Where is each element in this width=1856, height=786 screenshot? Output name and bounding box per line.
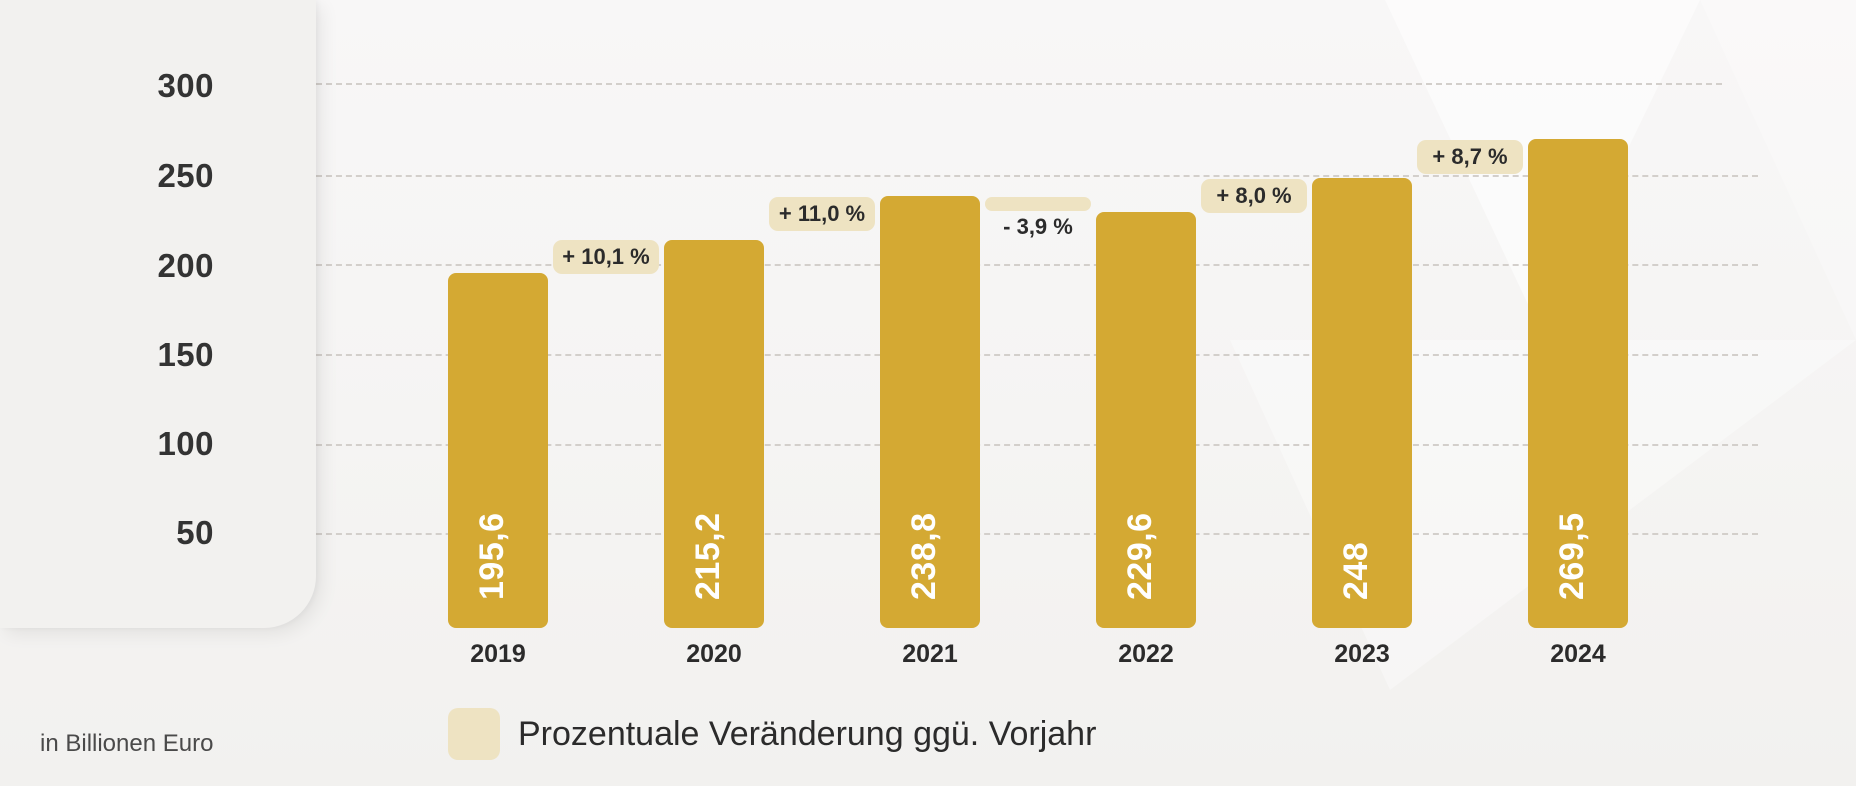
bar-2022: 229,6 — [1096, 212, 1196, 628]
x-label-2021: 2021 — [902, 640, 958, 668]
y-tick-50: 50 — [176, 514, 214, 551]
y-tick-250: 250 — [157, 157, 214, 194]
gridline-200 — [316, 264, 1758, 266]
legend-swatch — [448, 708, 500, 760]
gridline-150 — [316, 354, 1758, 356]
change-badge-2020: + 10,1 % — [553, 240, 659, 274]
legend-label: Prozentuale Veränderung ggü. Vorjahr — [518, 714, 1097, 753]
gridline-50 — [316, 533, 1758, 535]
bar-value-label: 248 — [1337, 541, 1375, 600]
legend: Prozentuale Veränderung ggü. Vorjahr — [448, 708, 1096, 760]
bar-value-label: 269,5 — [1553, 512, 1591, 600]
y-tick-150: 150 — [157, 336, 214, 373]
bar-value-label: 238,8 — [905, 512, 943, 600]
change-label-2022: - 3,9 % — [1003, 214, 1073, 239]
gridline-300 — [316, 83, 1722, 85]
bar-value-label: 229,6 — [1121, 512, 1159, 600]
y-tick-200: 200 — [157, 247, 214, 284]
bar-2023: 248 — [1312, 178, 1412, 628]
bar-2021: 238,8 — [880, 196, 980, 628]
bar-2024: 269,5 — [1528, 139, 1628, 628]
gridline-250 — [316, 175, 1758, 177]
change-badge-2021: + 11,0 % — [769, 197, 875, 231]
y-axis-panel: 300 250 200 150 100 50 — [0, 0, 316, 628]
x-label-2022: 2022 — [1118, 640, 1174, 668]
unit-label: in Billionen Euro — [40, 730, 214, 757]
x-label-2023: 2023 — [1334, 640, 1390, 668]
y-tick-300: 300 — [157, 67, 214, 104]
x-label-2020: 2020 — [686, 640, 742, 668]
bar-2019: 195,6 — [448, 273, 548, 628]
x-label-2019: 2019 — [470, 640, 526, 668]
change-badge-2024: + 8,7 % — [1417, 140, 1523, 174]
bar-2020: 215,2 — [664, 240, 764, 628]
x-label-2024: 2024 — [1550, 640, 1606, 668]
bar-value-label: 215,2 — [689, 512, 727, 600]
change-badge-2022 — [985, 197, 1091, 211]
bar-value-label: 195,6 — [473, 512, 511, 600]
y-tick-100: 100 — [157, 425, 214, 462]
change-badge-2023: + 8,0 % — [1201, 179, 1307, 213]
gridline-100 — [316, 444, 1758, 446]
